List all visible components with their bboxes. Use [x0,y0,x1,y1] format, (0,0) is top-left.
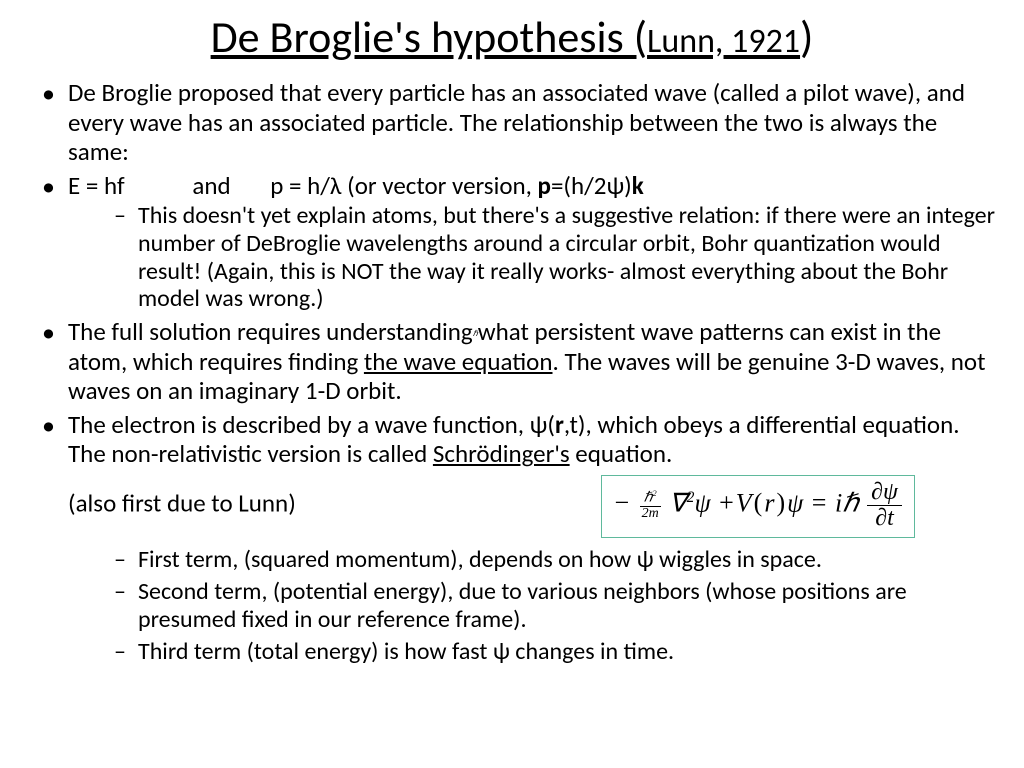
bullet-2-text: E = hf and p = h/λ (or vector version, p… [68,170,644,201]
bullet-4-sublist: First term, (squared momentum), depends … [68,546,996,665]
bullet-4-sub-c: Third term (total energy) is how fast ψ … [68,638,996,666]
sub-a-text: First term, (squared momentum), depends … [138,545,822,574]
slide-title: De Broglie's hypothesis (Lunn, 1921) [28,10,996,64]
sub-b-text: Second term, (potential energy), due to … [138,577,907,634]
bullet-4-sub-b: Second term, (potential energy), due to … [68,578,996,634]
bullet-4-sub-a: First term, (squared momentum), depends … [68,546,996,574]
bullet-4: The electron is described by a wave func… [28,410,996,666]
bullet-2: E = hf and p = h/λ (or vector version, p… [28,171,996,314]
bullet-3-text: The full solution requires understanding… [68,316,985,406]
slide-container: De Broglie's hypothesis (Lunn, 1921) De … [0,0,1024,680]
bullet-3: The full solution requires understanding… [28,317,996,406]
bullet-1: De Broglie proposed that every particle … [28,78,996,167]
bullet-list: De Broglie proposed that every particle … [28,78,996,666]
sub-c-text: Third term (total energy) is how fast ψ … [138,637,674,666]
schrodinger-equation-box: − ℏ2 2m ∇2ψ +V(r)ψ = iℏ ∂ψ ∂t [601,475,915,538]
bullet-1-text: De Broglie proposed that every particle … [68,77,965,167]
bullet-2-sub-1: This doesn't yet explain atoms, but ther… [68,202,996,313]
bullet-2-sublist: This doesn't yet explain atoms, but ther… [68,202,996,313]
bullet-2-sub-1-text: This doesn't yet explain atoms, but ther… [138,201,995,313]
title-main: De Broglie's hypothesis (Lunn, 1921 [211,10,800,64]
